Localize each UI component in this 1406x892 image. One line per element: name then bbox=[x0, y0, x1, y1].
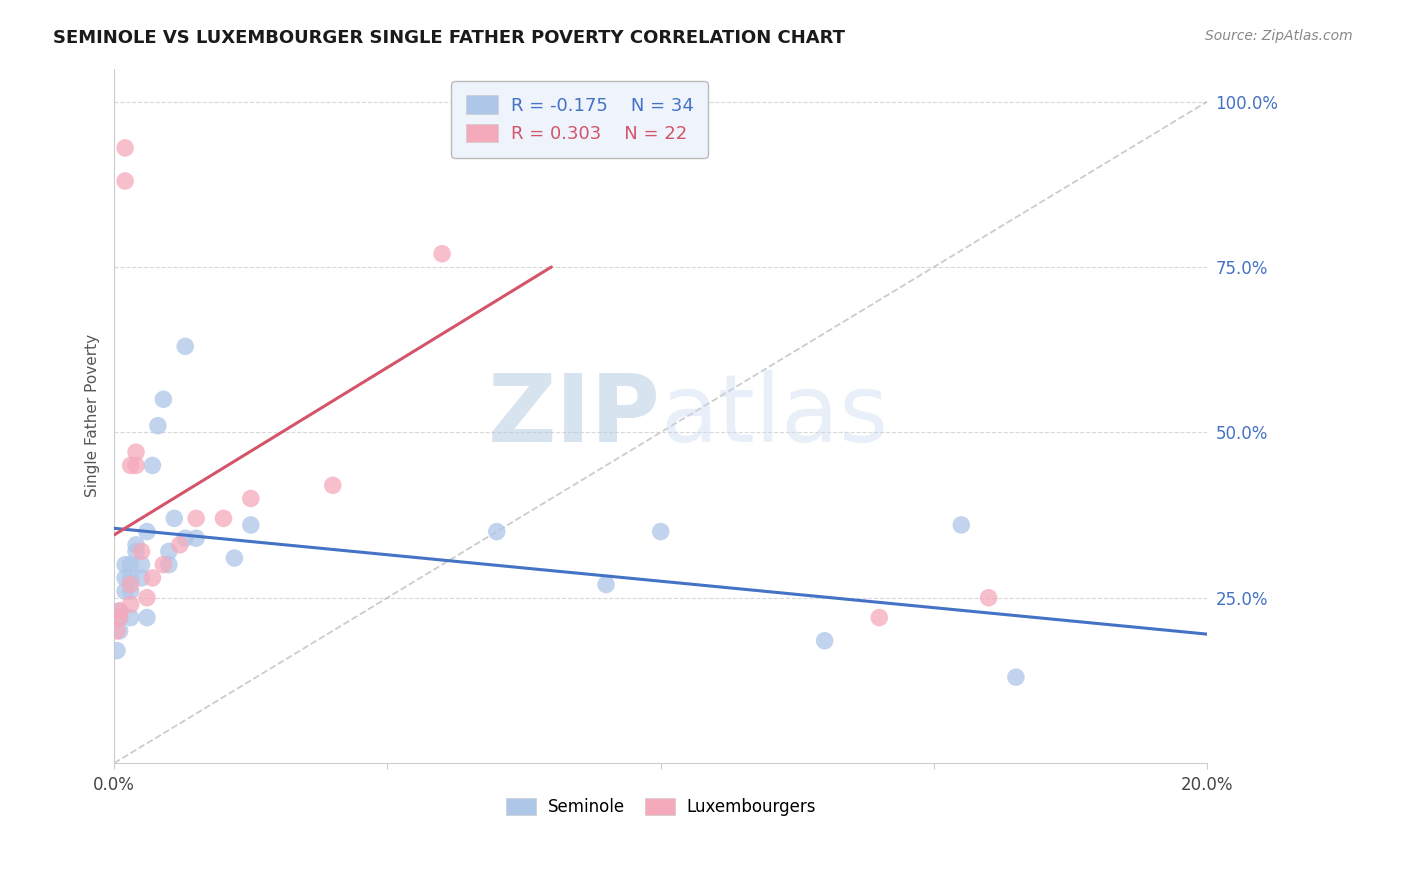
Point bbox=[186, 511, 208, 525]
Point bbox=[125, 458, 148, 473]
Point bbox=[224, 551, 246, 566]
Text: Source: ZipAtlas.com: Source: ZipAtlas.com bbox=[1205, 29, 1353, 43]
Legend: Seminole, Luxembourgers: Seminole, Luxembourgers bbox=[498, 789, 824, 824]
Point bbox=[114, 174, 136, 188]
Point bbox=[108, 610, 131, 624]
Point bbox=[152, 558, 174, 572]
Point bbox=[120, 458, 142, 473]
Point bbox=[114, 584, 136, 599]
Point bbox=[108, 604, 131, 618]
Point bbox=[650, 524, 672, 539]
Point bbox=[125, 445, 148, 459]
Point bbox=[114, 571, 136, 585]
Point bbox=[136, 524, 159, 539]
Point bbox=[157, 544, 180, 558]
Point bbox=[169, 538, 191, 552]
Point bbox=[950, 518, 973, 533]
Point bbox=[125, 538, 148, 552]
Point bbox=[108, 624, 131, 638]
Point bbox=[322, 478, 344, 492]
Point bbox=[977, 591, 1000, 605]
Point bbox=[125, 544, 148, 558]
Point bbox=[239, 518, 262, 533]
Point bbox=[108, 604, 131, 618]
Point bbox=[1005, 670, 1028, 684]
Point bbox=[105, 643, 128, 657]
Point bbox=[120, 558, 142, 572]
Point bbox=[146, 418, 169, 433]
Point bbox=[136, 591, 159, 605]
Point bbox=[120, 577, 142, 591]
Text: SEMINOLE VS LUXEMBOURGER SINGLE FATHER POVERTY CORRELATION CHART: SEMINOLE VS LUXEMBOURGER SINGLE FATHER P… bbox=[53, 29, 845, 46]
Point bbox=[174, 531, 197, 545]
Point bbox=[136, 610, 159, 624]
Point bbox=[131, 558, 153, 572]
Point bbox=[212, 511, 235, 525]
Point bbox=[108, 610, 131, 624]
Point bbox=[174, 339, 197, 353]
Text: ZIP: ZIP bbox=[488, 370, 661, 462]
Point bbox=[114, 141, 136, 155]
Point bbox=[120, 584, 142, 599]
Point bbox=[868, 610, 890, 624]
Point bbox=[485, 524, 508, 539]
Point bbox=[131, 571, 153, 585]
Point bbox=[152, 392, 174, 407]
Point bbox=[595, 577, 617, 591]
Point bbox=[114, 558, 136, 572]
Point bbox=[157, 558, 180, 572]
Point bbox=[120, 598, 142, 612]
Point bbox=[141, 458, 163, 473]
Point bbox=[163, 511, 186, 525]
Point bbox=[430, 246, 453, 260]
Text: atlas: atlas bbox=[661, 370, 889, 462]
Point bbox=[131, 544, 153, 558]
Y-axis label: Single Father Poverty: Single Father Poverty bbox=[86, 334, 100, 498]
Point bbox=[814, 633, 837, 648]
Point bbox=[141, 571, 163, 585]
Point bbox=[120, 571, 142, 585]
Point bbox=[120, 610, 142, 624]
Point bbox=[105, 624, 128, 638]
Point bbox=[239, 491, 262, 506]
Point bbox=[186, 531, 208, 545]
